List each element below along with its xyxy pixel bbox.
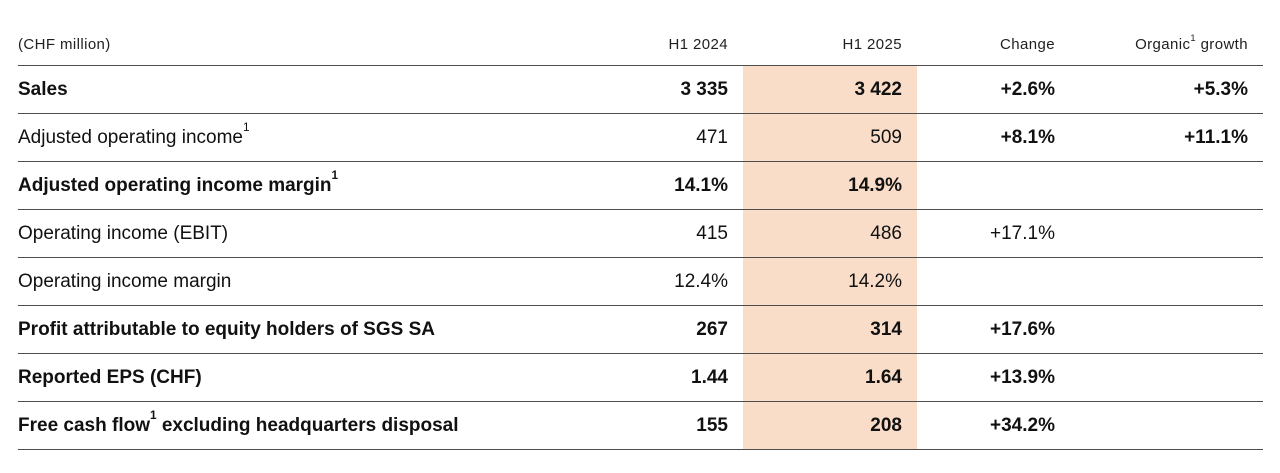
value-change: +17.6% bbox=[990, 318, 1055, 340]
value-h1-2025: 486 bbox=[743, 210, 917, 257]
value-h1-2025: 14.9% bbox=[743, 162, 917, 209]
value-h1-2024: 12.4% bbox=[674, 270, 728, 292]
unit-label: (CHF million) bbox=[18, 36, 111, 53]
value-h1-2025: 314 bbox=[743, 306, 917, 353]
column-header-h1-2025: H1 2025 bbox=[842, 36, 902, 53]
table-row-adjusted-operating-income: Adjusted operating income1 471 509 +8.1%… bbox=[18, 114, 1263, 162]
row-label: Sales bbox=[18, 78, 68, 100]
table-header-row: (CHF million) H1 2024 H1 2025 Change Org… bbox=[18, 0, 1263, 66]
value-h1-2025: 509 bbox=[743, 114, 917, 161]
value-h1-2024: 155 bbox=[696, 414, 728, 436]
row-label: Operating income (EBIT) bbox=[18, 222, 229, 244]
footnote-marker: 1 bbox=[331, 168, 339, 182]
value-organic-growth: +5.3% bbox=[1193, 78, 1248, 100]
table-row-reported-eps: Reported EPS (CHF) 1.44 1.64 +13.9% bbox=[18, 354, 1263, 402]
table-row-adjusted-operating-income-margin: Adjusted operating income margin1 14.1% … bbox=[18, 162, 1263, 210]
table-row-operating-income-margin: Operating income margin 12.4% 14.2% bbox=[18, 258, 1263, 306]
value-h1-2025: 3 422 bbox=[743, 66, 917, 113]
value-h1-2025: 14.2% bbox=[743, 258, 917, 305]
row-label: Reported EPS (CHF) bbox=[18, 366, 202, 388]
footnote-marker: 1 bbox=[1190, 33, 1196, 43]
value-h1-2025: 1.64 bbox=[743, 354, 917, 401]
row-label: Adjusted operating income margin1 bbox=[18, 168, 339, 196]
column-header-change: Change bbox=[1000, 36, 1055, 53]
value-h1-2024: 3 335 bbox=[680, 78, 728, 100]
value-h1-2024: 267 bbox=[696, 318, 728, 340]
table-row-free-cash-flow: Free cash flow1 excluding headquarters d… bbox=[18, 402, 1263, 450]
footnote-marker: 1 bbox=[242, 120, 250, 134]
row-label: Profit attributable to equity holders of… bbox=[18, 318, 435, 340]
value-change: +13.9% bbox=[990, 366, 1055, 388]
column-header-h1-2024: H1 2024 bbox=[668, 36, 728, 53]
footnote-marker: 1 bbox=[150, 408, 157, 422]
value-h1-2024: 471 bbox=[696, 126, 728, 148]
value-h1-2024: 415 bbox=[696, 222, 728, 244]
value-change: +2.6% bbox=[1000, 78, 1055, 100]
value-change: +34.2% bbox=[990, 414, 1055, 436]
table-row-sales: Sales 3 335 3 422 +2.6% +5.3% bbox=[18, 66, 1263, 114]
value-h1-2025: 208 bbox=[743, 402, 917, 449]
table-row-profit-attributable: Profit attributable to equity holders of… bbox=[18, 306, 1263, 354]
row-label: Operating income margin bbox=[18, 270, 232, 292]
value-change: +8.1% bbox=[1000, 126, 1055, 148]
row-label: Adjusted operating income1 bbox=[18, 120, 250, 148]
row-label: Free cash flow1 excluding headquarters d… bbox=[18, 408, 459, 436]
financial-results-table: (CHF million) H1 2024 H1 2025 Change Org… bbox=[18, 0, 1263, 450]
value-h1-2024: 14.1% bbox=[674, 174, 728, 196]
value-h1-2024: 1.44 bbox=[691, 366, 728, 388]
table-row-operating-income-ebit: Operating income (EBIT) 415 486 +17.1% bbox=[18, 210, 1263, 258]
column-header-organic-growth: Organic1 growth bbox=[1135, 33, 1248, 53]
value-change: +17.1% bbox=[990, 222, 1055, 244]
value-organic-growth: +11.1% bbox=[1184, 126, 1248, 148]
